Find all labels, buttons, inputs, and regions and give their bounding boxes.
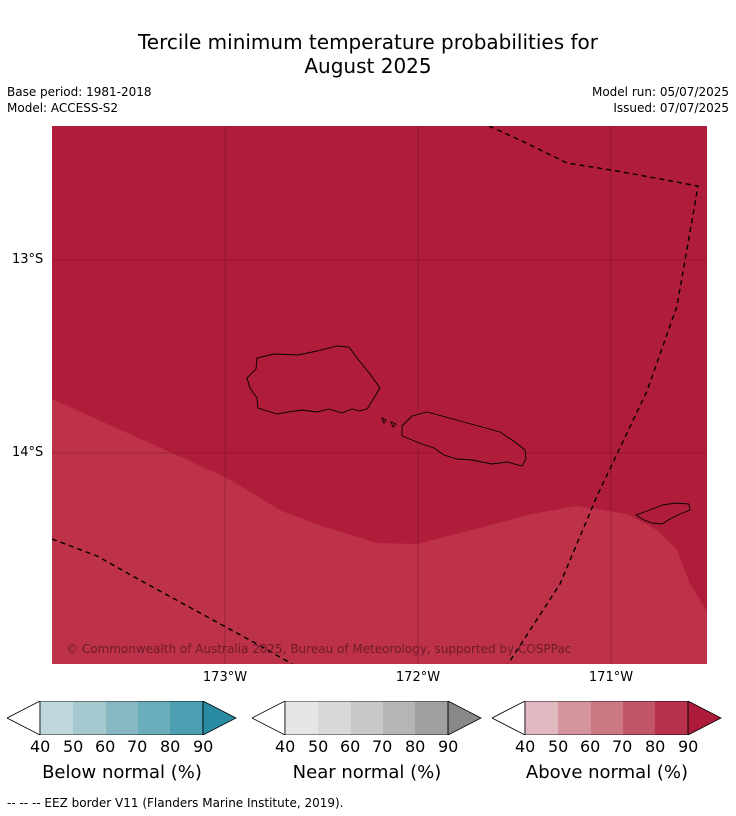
upolu-island xyxy=(401,411,527,467)
colorbar-below-min-arrow xyxy=(7,701,41,735)
colorbar-above-title: Above normal (%) xyxy=(525,762,689,783)
tick: 50 xyxy=(548,737,569,756)
issued-date: Issued: 07/07/2025 xyxy=(613,101,729,115)
tick: 70 xyxy=(372,737,393,756)
title-line-1: Tercile minimum temperature probabilitie… xyxy=(137,30,599,54)
colorbar-below-bin-80 xyxy=(170,701,203,735)
colorbar-above xyxy=(492,701,722,735)
colorbar-near-bin-70 xyxy=(383,701,415,735)
colorbar-below-max-outline xyxy=(202,701,237,735)
savaii-island xyxy=(246,345,381,415)
colorbar-above-min-arrow xyxy=(492,701,526,735)
tick: 40 xyxy=(30,737,51,756)
eez-border xyxy=(52,126,699,664)
colorbar-above-bin-80 xyxy=(655,701,688,735)
colorbar-below-bin-70 xyxy=(138,701,170,735)
tick: 80 xyxy=(405,737,426,756)
lon-label-172w: 172°W xyxy=(395,670,441,685)
colorbar-above-bin-40 xyxy=(525,701,558,735)
colorbar-near-title: Near normal (%) xyxy=(292,762,442,783)
map-panel: © Commonwealth of Australia 2025, Bureau… xyxy=(52,126,707,664)
colorbar-above-bin-70 xyxy=(623,701,655,735)
colorbar-below-title: Below normal (%) xyxy=(42,762,202,783)
colorbar-near-min-arrow xyxy=(252,701,286,735)
model-run: Model run: 05/07/2025 xyxy=(591,85,729,99)
meta-right: Model run: 05/07/2025 Issued: 07/07/2025 xyxy=(592,84,729,116)
eez-footnote: -- -- -- EEZ border V11 (Flanders Marine… xyxy=(7,796,344,810)
lon-label-171w: 171°W xyxy=(588,670,634,685)
colorbar-above-max-arrow xyxy=(688,701,721,735)
tutuila-island xyxy=(634,502,691,525)
title-line-2: August 2025 xyxy=(304,54,432,78)
tick: 80 xyxy=(160,737,181,756)
map-title: Tercile minimum temperature probabilitie… xyxy=(0,30,736,78)
lat-label-13s: 13°S xyxy=(12,252,44,267)
islands xyxy=(246,345,691,525)
eez-line-south xyxy=(52,538,293,664)
map-svg: © Commonwealth of Australia 2025, Bureau… xyxy=(52,126,707,664)
tick: 40 xyxy=(515,737,536,756)
tick: 80 xyxy=(645,737,666,756)
tick: 90 xyxy=(438,737,459,756)
colorbar-below xyxy=(7,701,237,735)
tick: 40 xyxy=(275,737,296,756)
colorbar-above-bin-50 xyxy=(558,701,591,735)
colorbar-near-bin-40 xyxy=(285,701,318,735)
colorbar-near-bin-80 xyxy=(415,701,448,735)
colorbar-near xyxy=(252,701,482,735)
model-name: Model: ACCESS-S2 xyxy=(7,101,119,115)
tick: 70 xyxy=(612,737,633,756)
eez-line-east xyxy=(488,126,699,664)
graticule xyxy=(52,126,707,664)
colorbar-below-bin-60 xyxy=(106,701,138,735)
colorbar-near-max-outline xyxy=(447,701,482,735)
apolima-island xyxy=(390,421,397,428)
colorbar-below-bin-40 xyxy=(40,701,73,735)
tick: 50 xyxy=(63,737,84,756)
colorbar-above-max-outline xyxy=(687,701,722,735)
lon-label-173w: 173°W xyxy=(202,670,248,685)
tick: 90 xyxy=(678,737,699,756)
manono-island xyxy=(381,417,387,424)
copyright-text: © Commonwealth of Australia 2025, Bureau… xyxy=(66,642,571,656)
tick: 60 xyxy=(95,737,116,756)
above-80-region xyxy=(52,399,707,664)
colorbar-above-bin-60 xyxy=(591,701,623,735)
base-period: Base period: 1981-2018 xyxy=(7,85,152,99)
tick: 50 xyxy=(308,737,329,756)
tick: 60 xyxy=(340,737,361,756)
meta-left: Base period: 1981-2018 Model: ACCESS-S2 xyxy=(7,84,152,116)
colorbar-near-max-arrow xyxy=(448,701,481,735)
colorbar-near-bin-50 xyxy=(318,701,351,735)
tick: 70 xyxy=(127,737,148,756)
colorbar-near-bin-60 xyxy=(351,701,383,735)
tick: 60 xyxy=(580,737,601,756)
lat-label-14s: 14°S xyxy=(12,445,44,460)
colorbar-below-max-arrow xyxy=(203,701,236,735)
tick: 90 xyxy=(193,737,214,756)
colorbar-below-bin-50 xyxy=(73,701,106,735)
